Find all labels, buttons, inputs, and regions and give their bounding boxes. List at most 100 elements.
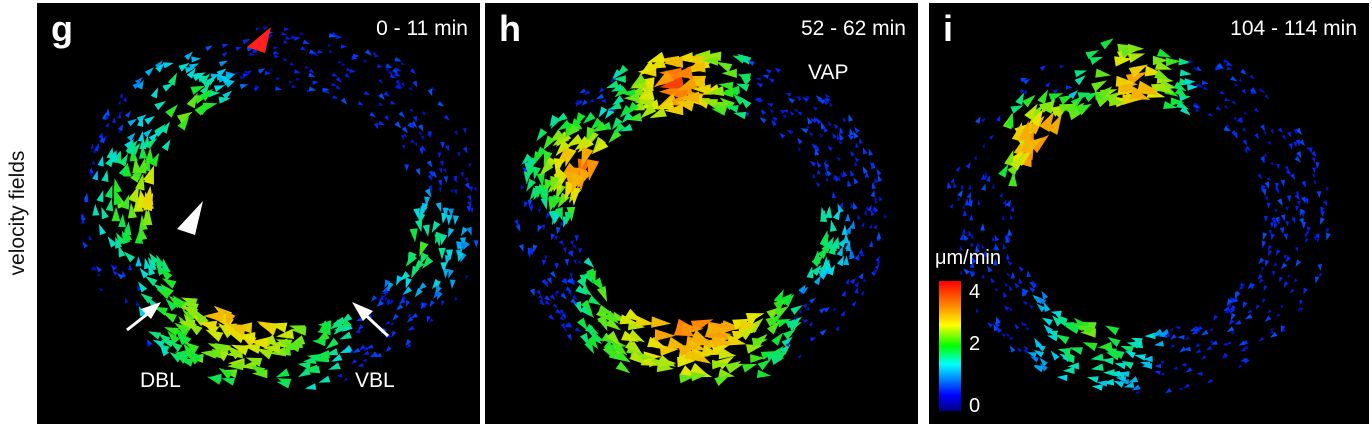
velocity-cone [874,177,878,184]
velocity-cone [263,343,281,354]
velocity-cone [99,135,104,143]
velocity-cone [1187,84,1199,91]
velocity-cone [803,319,809,324]
velocity-cone [1090,363,1104,371]
velocity-cone [606,330,621,346]
velocity-cone [849,170,855,177]
velocity-cone [1326,232,1331,241]
velocity-cone [555,308,562,314]
velocity-cone [1059,65,1065,69]
velocity-cone [779,132,786,139]
velocity-cone [875,255,880,262]
velocity-cone [142,208,153,225]
velocity-cone [613,342,628,356]
velocity-cone [1010,154,1026,171]
velocity-cone [1295,127,1302,136]
velocity-cone [1170,97,1185,106]
velocity-cone [1270,161,1275,166]
velocity-cone [218,367,233,380]
velocity-cone [103,135,108,140]
velocity-cone [1020,77,1028,83]
velocity-cone [410,313,418,319]
velocity-cone [1241,127,1246,133]
velocity-cone [310,52,315,56]
velocity-cone [816,181,821,187]
velocity-cone [781,114,787,119]
velocity-cone [860,250,865,257]
velocity-cone [1240,357,1247,362]
velocity-cone [200,349,217,359]
velocity-cone [253,86,260,92]
velocity-cone [859,137,863,144]
velocity-cone [440,142,445,149]
velocity-cone [437,179,442,187]
velocity-cone [222,43,229,48]
velocity-cone [612,95,625,106]
velocity-cone [1261,240,1267,249]
velocity-cone [971,233,975,239]
velocity-cone [1086,376,1099,383]
velocity-cone [805,95,810,100]
velocity-cone [991,183,996,189]
velocity-cone [854,156,860,163]
velocity-cone [800,286,809,295]
velocity-cone [854,253,860,261]
velocity-cone [816,161,822,168]
velocity-cone [833,174,837,181]
velocity-cone [317,49,324,54]
velocity-cone [275,339,293,349]
velocity-cone [1131,341,1143,349]
velocity-cone [845,278,850,285]
velocity-cone [298,367,311,378]
velocity-cone [572,294,578,300]
velocity-cone [546,212,551,219]
velocity-cone [1237,364,1243,369]
velocity-cone [544,295,551,301]
velocity-cone [81,214,86,222]
velocity-cone [91,266,95,271]
velocity-cone [1176,100,1189,110]
velocity-cone [90,143,94,149]
velocity-cone [1041,290,1049,300]
velocity-cone [400,82,405,88]
velocity-cone [1009,345,1016,353]
velocity-cone [427,174,433,181]
velocity-cone [377,64,383,68]
velocity-cone [1082,342,1098,352]
velocity-cone [1303,287,1308,295]
velocity-cone [1281,328,1286,333]
velocity-cone [769,109,775,114]
velocity-cone [437,101,445,107]
velocity-cone [410,123,415,129]
velocity-cone [308,86,317,91]
velocity-cone [536,289,541,296]
velocity-cone [1023,345,1029,351]
velocity-cone [718,88,734,98]
velocity-cone [156,289,171,300]
velocity-cone [252,49,259,54]
velocity-cone [1268,229,1272,236]
velocity-cone [581,99,588,106]
velocity-cone [798,309,803,314]
velocity-cone [1067,362,1080,370]
velocity-cone [1033,364,1044,372]
velocity-cone [92,170,99,181]
velocity-cone [444,255,452,266]
velocity-cone [362,351,370,355]
velocity-cone [847,134,854,141]
velocity-cone [868,223,872,229]
velocity-cone [774,305,789,319]
velocity-cone [670,66,693,79]
arrow-vbl [352,302,390,338]
velocity-cone [585,325,594,339]
velocity-cone [796,97,802,102]
velocity-cone [162,311,177,323]
velocity-cone [331,72,338,77]
velocity-cone [1316,238,1320,244]
velocity-cone [1089,56,1104,65]
velocity-cone [140,293,153,304]
velocity-cone [536,172,545,188]
velocity-cone [740,319,760,331]
velocity-cone [968,230,973,237]
velocity-cone [417,282,427,291]
